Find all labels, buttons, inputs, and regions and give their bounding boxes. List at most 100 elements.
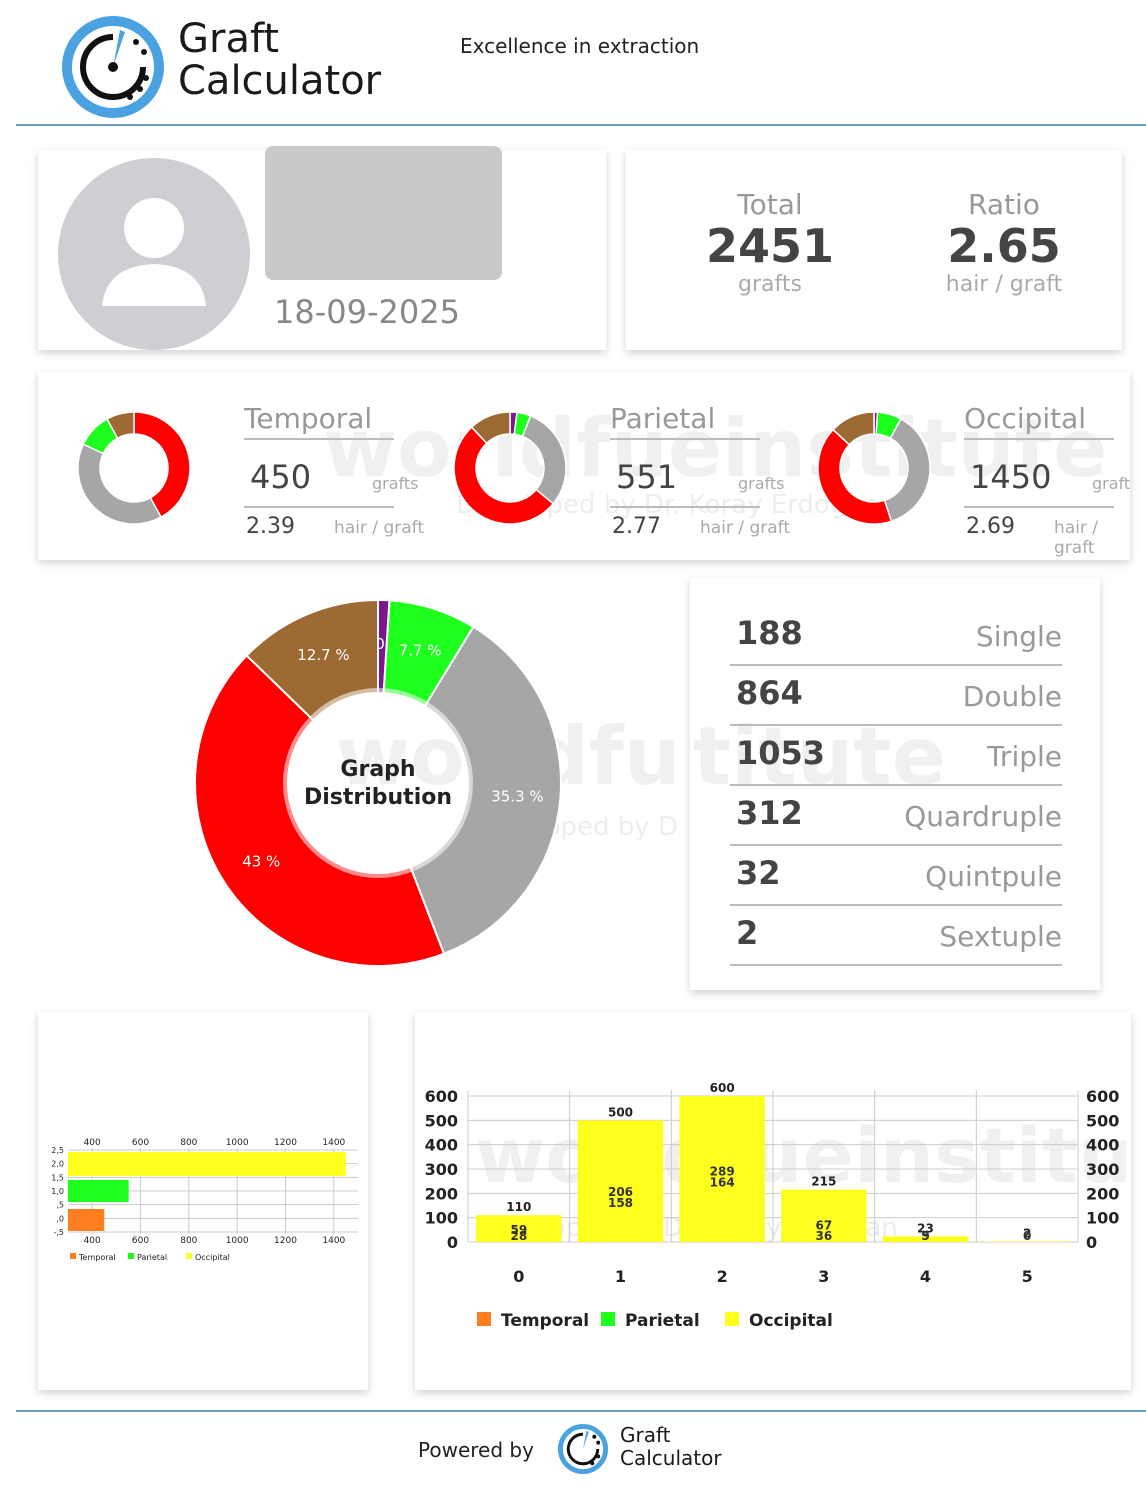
graft-calculator-logo-icon [62, 16, 164, 118]
hbar-legend-label: Occipital [195, 1253, 230, 1262]
vbar-ytick-left: 400 [425, 1136, 458, 1155]
count-row-divider [730, 844, 1062, 846]
zone-grafts-underline [964, 506, 1114, 508]
zone-donut-slice [133, 411, 191, 519]
zone-ratio-unit: hair / graft [700, 518, 790, 538]
hbar-ytick: -,5 [53, 1228, 64, 1237]
vbar-legend-label: Parietal [625, 1311, 700, 1331]
hbar-ytick: 2,0 [51, 1160, 64, 1169]
count-row-divider [730, 724, 1062, 726]
vbar-ytick-left: 600 [425, 1087, 458, 1106]
hbar-xtick-bottom: 1000 [226, 1236, 249, 1246]
distribution-slice-label: 43 % [242, 852, 280, 870]
zone-donut-slice [817, 428, 893, 525]
count-row-divider [730, 664, 1062, 666]
hbar-xtick-bottom: 800 [180, 1236, 197, 1246]
vbar-xtick: 2 [717, 1267, 728, 1286]
vbar-bar [781, 1189, 867, 1242]
vbar-total-label: 215 [811, 1175, 836, 1189]
vbar-legend-swatch [477, 1312, 491, 1326]
vbar-xtick: 0 [513, 1267, 524, 1286]
hbar-xtick-top: 1400 [322, 1138, 345, 1148]
zone-grafts: 1450 [970, 458, 1052, 496]
vbar-total-label: 600 [710, 1081, 735, 1095]
vbar-inner-label: 289 [710, 1165, 735, 1179]
hbar-xtick-bottom: 600 [132, 1236, 149, 1246]
vbar-ytick-left: 100 [425, 1209, 458, 1228]
zone-donut-chart [77, 411, 191, 525]
zone-ratio-unit: hair / graft [334, 518, 424, 538]
hbar-xtick-bottom: 400 [84, 1236, 101, 1246]
zone-grafts-unit: grafts [738, 474, 785, 493]
hbar-xtick-top: 400 [84, 1138, 101, 1148]
patient-card: 18-09-2025 [38, 146, 606, 350]
vbar-xtick: 1 [615, 1267, 626, 1286]
totals-card: Total 2451 grafts Ratio 2.65 hair / graf… [626, 150, 1122, 350]
zone-grafts-unit: grafts [1092, 474, 1130, 493]
hbar-ytick: 1,5 [51, 1173, 64, 1182]
header-divider [16, 124, 1146, 126]
hbar-legend-swatch [128, 1253, 134, 1259]
vbar-ytick-right: 600 [1086, 1087, 1119, 1106]
hbar-xtick-bottom: 1200 [274, 1236, 297, 1246]
vbar-xtick: 4 [920, 1267, 931, 1286]
header: Graft Calculator Excellence in extractio… [0, 0, 1146, 128]
zone-name-underline [964, 438, 1114, 440]
zone-grafts-underline [244, 506, 394, 508]
patient-name-redacted [265, 146, 502, 280]
vbar-xtick: 5 [1022, 1267, 1033, 1286]
hbar-legend-label: Parietal [137, 1253, 167, 1262]
zone-donut-slice [77, 443, 162, 525]
zone-name: Occipital [964, 402, 1087, 435]
chart-watermark: worldfueinstitute [475, 1111, 1131, 1200]
distribution-slice-label: 35.3 % [491, 788, 543, 806]
vbar-inner-label: 59 [510, 1223, 527, 1237]
hbar-legend-swatch [70, 1253, 76, 1259]
vbar-legend-label: Temporal [501, 1311, 589, 1331]
count-value: 188 [736, 614, 803, 652]
vbar-ytick-right: 500 [1086, 1111, 1119, 1130]
hbar-xtick-top: 600 [132, 1138, 149, 1148]
distribution-center-line1: Graph [340, 757, 416, 782]
hbar-legend-swatch [186, 1253, 192, 1259]
vbar-ytick-right: 100 [1086, 1209, 1119, 1228]
counts-card: stitute 188Single864Double1053Triple312Q… [690, 578, 1100, 990]
count-label: Triple [986, 740, 1062, 773]
count-label: Quintpule [925, 860, 1062, 893]
vbar-inner-label: 158 [608, 1196, 633, 1210]
vbar-inner-label: 67 [815, 1219, 832, 1233]
zone-name-underline [244, 438, 394, 440]
count-label: Double [962, 680, 1062, 713]
total-value: 2451 [705, 219, 835, 273]
vbar-inner-label: 36 [815, 1229, 832, 1243]
zone-ratio: 2.39 [246, 514, 295, 539]
footer-brand-line1: Graft [620, 1423, 671, 1447]
vbar-inner-label: 5 [921, 1229, 929, 1243]
vbar-legend-swatch [601, 1312, 615, 1326]
footer: Powered by Graft Calculator [0, 1408, 1146, 1494]
vbar-total-label: 23 [917, 1221, 934, 1235]
count-label: Sextuple [939, 920, 1062, 953]
count-value: 2 [736, 914, 759, 952]
zone-donut-slice [453, 426, 555, 525]
distribution-inner-ring [283, 688, 473, 878]
user-avatar-icon [58, 158, 250, 350]
count-row-divider [730, 784, 1062, 786]
distribution-slice-label: 12.7 % [297, 646, 349, 664]
hbar-xtick-top: 1000 [226, 1138, 249, 1148]
zone-name: Temporal [244, 402, 373, 435]
ratio-unit: hair / graft [945, 271, 1063, 297]
ratio-label: Ratio [968, 188, 1040, 221]
app-name-line1: Graft [178, 16, 280, 62]
count-label: Single [975, 620, 1062, 653]
vbar-inner-label: 164 [710, 1176, 735, 1190]
count-row-divider [730, 904, 1062, 906]
footer-divider [16, 1410, 1146, 1412]
zone-donut-slice [832, 411, 875, 446]
zone-bar-chart-card: 400 400 600 600 800 800 1000 1000 1200 1200 1400 14… [38, 1012, 368, 1390]
vbar-legend-label: Occipital [749, 1311, 833, 1331]
vbar-xtick: 3 [818, 1267, 829, 1286]
hbar-bar [68, 1180, 129, 1202]
